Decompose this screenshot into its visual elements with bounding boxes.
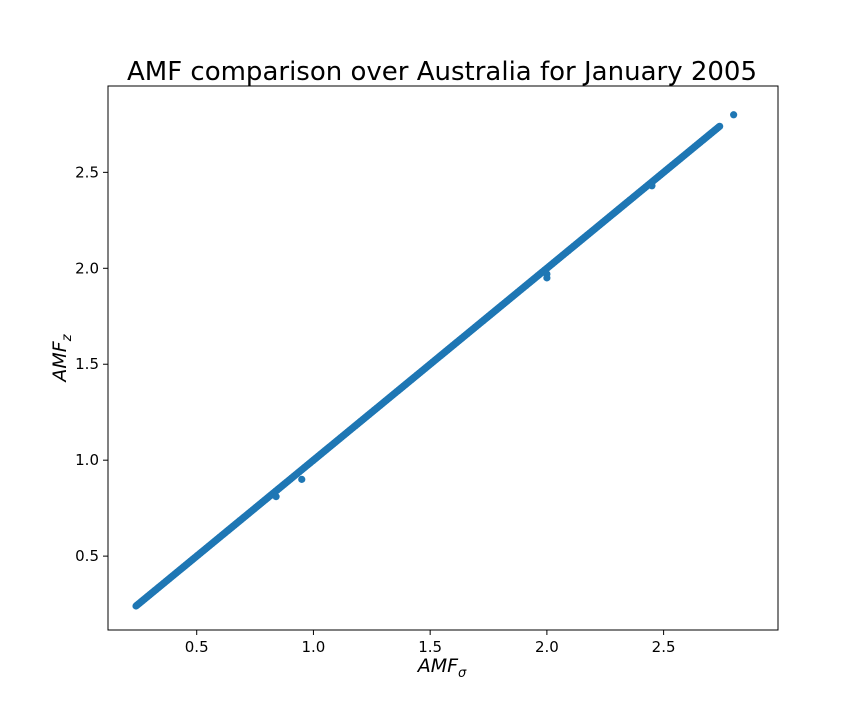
y-axis-label: AMFz <box>49 333 75 383</box>
x-axis-label-main: AMF <box>416 655 459 677</box>
scatter-point-outlier <box>648 182 656 190</box>
x-axis: 0.5 1.0 1.5 2.0 2.5 <box>185 630 676 656</box>
x-axis-label: AMFσ <box>416 655 467 681</box>
chart-title: AMF comparison over Australia for Januar… <box>127 57 757 87</box>
y-axis-label-subscript: z <box>60 333 75 342</box>
y-tick-label: 1.0 <box>75 451 99 469</box>
x-tick-label: 2.0 <box>535 638 559 656</box>
scatter-point-outlier <box>272 493 280 501</box>
x-tick-label: 1.5 <box>418 638 442 656</box>
y-tick-label: 1.5 <box>75 355 99 373</box>
scatter-point <box>716 122 724 130</box>
y-tick-label: 2.0 <box>75 259 99 277</box>
x-tick-label: 1.0 <box>302 638 326 656</box>
y-axis: 0.5 1.0 1.5 2.0 2.5 <box>75 163 108 565</box>
y-tick-label: 0.5 <box>75 547 99 565</box>
scatter-point-outlier <box>298 475 306 483</box>
y-axis-label-main: AMF <box>49 340 71 383</box>
scatter-points <box>132 111 738 610</box>
scatter-point-outlier <box>730 111 738 119</box>
scatter-point-outlier <box>543 274 551 282</box>
x-axis-label-subscript: σ <box>458 666 467 681</box>
x-tick-label: 2.5 <box>652 638 676 656</box>
y-tick-label: 2.5 <box>75 163 99 181</box>
plot-area-frame <box>107 85 779 631</box>
x-tick-label: 0.5 <box>185 638 209 656</box>
